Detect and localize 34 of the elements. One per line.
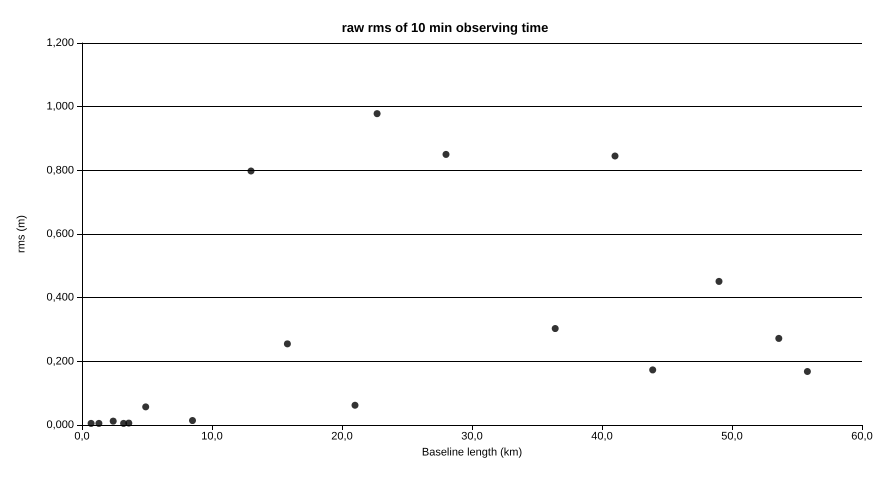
x-tick-label: 20,0 (331, 430, 353, 442)
chart-title: raw rms of 10 min observing time (342, 20, 548, 35)
point (352, 402, 358, 409)
point (552, 325, 559, 332)
point (374, 110, 381, 118)
point (442, 150, 450, 158)
point (804, 368, 811, 376)
point (284, 340, 291, 348)
point (142, 403, 150, 410)
y-tick-label: 1,200 (46, 37, 74, 49)
x-tick-label: 30,0 (461, 430, 483, 442)
x-tick-label: 60,0 (851, 430, 873, 442)
point (125, 420, 132, 427)
y-tick-label: 0,800 (46, 164, 74, 176)
x-axis-title: Baseline length (km) (422, 446, 522, 458)
point (88, 420, 95, 427)
point (189, 417, 196, 424)
point (775, 334, 782, 342)
y-tick-label: 0,400 (46, 292, 74, 304)
x-tick-label: 10,0 (201, 430, 223, 442)
x-tick-label: 0,0 (74, 430, 90, 442)
x-tick-label: 40,0 (591, 430, 613, 442)
point (248, 167, 254, 174)
x-tick-label: 50,0 (721, 430, 743, 442)
y-tick-label: 0,600 (46, 228, 74, 240)
point (716, 278, 722, 285)
point (612, 152, 618, 160)
y-tick-label: 1,000 (46, 100, 74, 113)
point (649, 366, 656, 374)
point (95, 420, 102, 427)
y-axis-title: rms (m) (16, 215, 28, 253)
y-tick-label: 0,200 (46, 355, 74, 368)
point (110, 418, 117, 425)
y-tick-label: 0,000 (46, 419, 74, 431)
